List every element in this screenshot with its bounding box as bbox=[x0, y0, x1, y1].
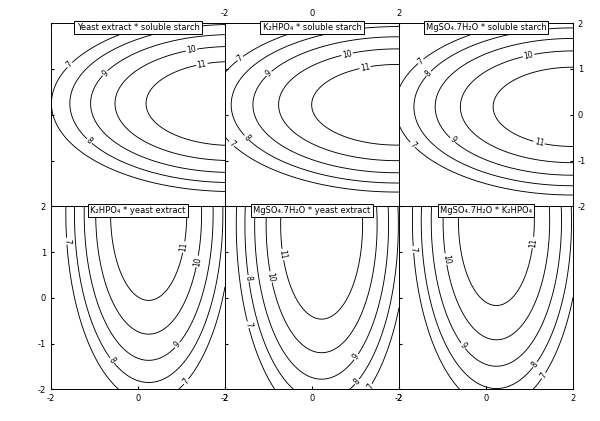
Text: 8: 8 bbox=[424, 69, 434, 78]
Text: K₂HPO₄ * yeast extract: K₂HPO₄ * yeast extract bbox=[91, 206, 185, 215]
Text: 7: 7 bbox=[365, 382, 375, 391]
Text: 11: 11 bbox=[359, 62, 370, 73]
Text: 7: 7 bbox=[416, 56, 425, 66]
Text: 7: 7 bbox=[539, 371, 549, 380]
Text: 10: 10 bbox=[341, 49, 353, 60]
Text: 8: 8 bbox=[244, 275, 253, 281]
Text: 8: 8 bbox=[352, 377, 362, 386]
Text: 8: 8 bbox=[85, 136, 94, 146]
Text: 11: 11 bbox=[528, 237, 538, 248]
Text: 7: 7 bbox=[243, 321, 253, 328]
Text: MgSO₄.7H₂O * yeast extract: MgSO₄.7H₂O * yeast extract bbox=[253, 206, 371, 215]
Text: 9: 9 bbox=[100, 68, 110, 78]
Text: 9: 9 bbox=[448, 135, 457, 145]
Text: 8: 8 bbox=[530, 360, 540, 369]
Text: 7: 7 bbox=[409, 247, 418, 252]
Text: 9: 9 bbox=[458, 341, 468, 350]
Text: Yeast extract * soluble starch: Yeast extract * soluble starch bbox=[77, 23, 199, 32]
Text: 7: 7 bbox=[236, 53, 245, 64]
Text: 9: 9 bbox=[351, 352, 361, 362]
Text: 11: 11 bbox=[533, 137, 545, 148]
Text: 11: 11 bbox=[179, 242, 189, 253]
Text: 7: 7 bbox=[65, 60, 74, 70]
Text: 9: 9 bbox=[264, 69, 274, 79]
Text: 8: 8 bbox=[242, 133, 251, 143]
Text: 7: 7 bbox=[227, 139, 236, 149]
Text: 11: 11 bbox=[196, 59, 208, 69]
Text: 9: 9 bbox=[172, 340, 182, 350]
Text: 8: 8 bbox=[107, 356, 117, 365]
Text: 10: 10 bbox=[441, 253, 451, 264]
Text: 10: 10 bbox=[266, 272, 277, 282]
Text: 11: 11 bbox=[278, 249, 288, 260]
Text: MgSO₄.7H₂O * K₂HPO₄: MgSO₄.7H₂O * K₂HPO₄ bbox=[440, 206, 532, 215]
Text: K₂HPO₄ * soluble starch: K₂HPO₄ * soluble starch bbox=[263, 23, 361, 32]
Text: 7: 7 bbox=[62, 238, 71, 244]
Text: 10: 10 bbox=[523, 50, 534, 61]
Text: 7: 7 bbox=[407, 140, 418, 149]
Text: 7: 7 bbox=[181, 377, 191, 386]
Text: 10: 10 bbox=[186, 45, 197, 55]
Text: 10: 10 bbox=[192, 256, 203, 267]
Text: MgSO₄.7H₂O * soluble starch: MgSO₄.7H₂O * soluble starch bbox=[425, 23, 547, 32]
